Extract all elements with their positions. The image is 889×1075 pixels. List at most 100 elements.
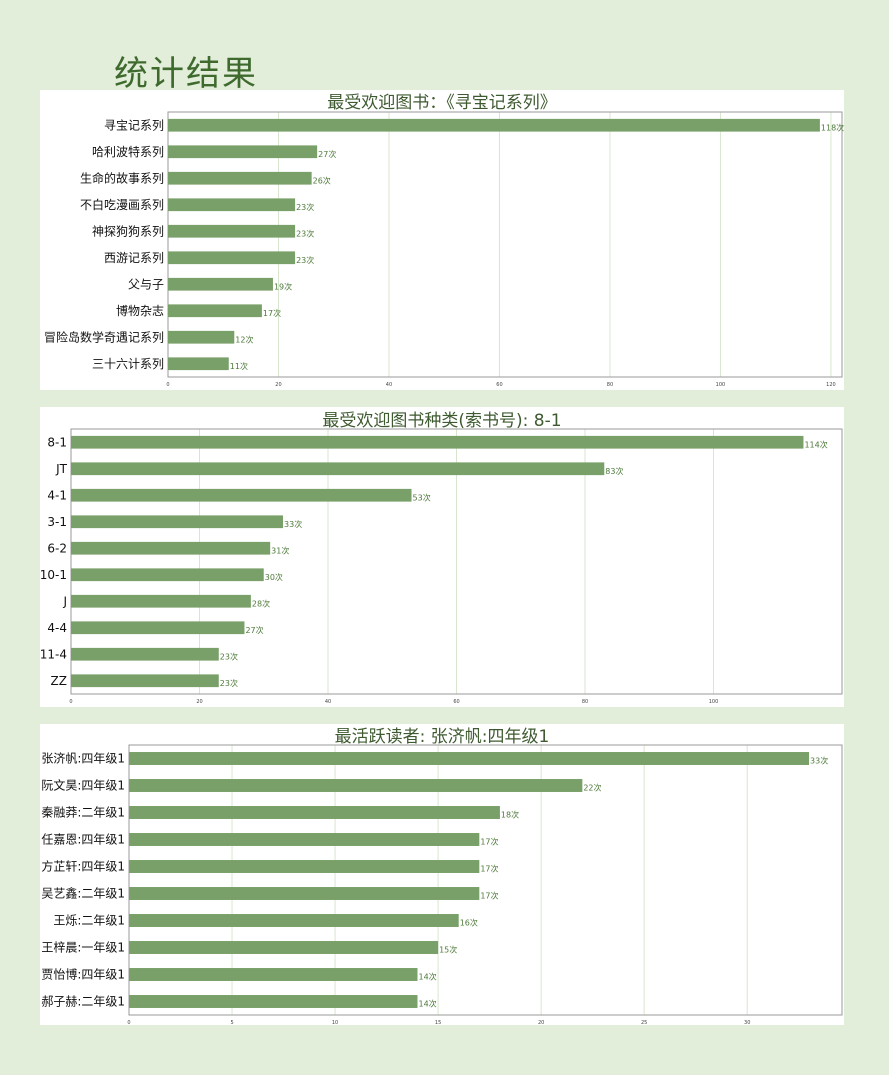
- value-label: 17次: [480, 837, 498, 847]
- value-label: 15次: [439, 945, 457, 955]
- category-label: 阮文昊:四年级1: [41, 778, 125, 793]
- chart-title: 最受欢迎图书：《寻宝记系列》: [327, 93, 557, 113]
- category-label: 哈利波特系列: [92, 144, 164, 159]
- value-label: 23次: [296, 202, 314, 212]
- bar: [129, 941, 439, 954]
- category-label: ZZ: [51, 674, 67, 688]
- x-tick-label: 100: [716, 382, 726, 388]
- category-label: 3-1: [47, 515, 67, 529]
- category-label: 博物杂志: [116, 303, 164, 318]
- category-label: J: [62, 594, 67, 608]
- x-tick-label: 100: [709, 699, 719, 705]
- x-tick-label: 25: [641, 1020, 647, 1025]
- category-label: JT: [55, 462, 68, 476]
- bar: [129, 752, 810, 765]
- value-label: 31次: [271, 545, 289, 555]
- x-tick-label: 20: [538, 1020, 544, 1025]
- value-label: 17次: [480, 891, 498, 901]
- x-tick-label: 20: [196, 699, 202, 705]
- chart-panel-popular-books: 最受欢迎图书：《寻宝记系列》 寻宝记系列 118次 哈利波特系列 27次 生命的故事系列 2…: [40, 90, 844, 390]
- value-label: 16次: [460, 918, 478, 928]
- bar: [71, 568, 264, 582]
- value-label: 30次: [265, 572, 283, 582]
- value-label: 19次: [274, 281, 292, 291]
- value-label: 23次: [296, 255, 314, 265]
- x-tick-label: 120: [826, 382, 836, 388]
- bar: [168, 198, 296, 212]
- category-label: 秦融莽:二年级1: [41, 806, 125, 820]
- category-label: 郝子赫:二年级1: [41, 995, 125, 1009]
- value-label: 17次: [263, 308, 281, 318]
- page-title: 统计结果: [114, 54, 258, 94]
- x-tick-label: 10: [332, 1020, 338, 1025]
- bar: [168, 277, 273, 291]
- category-label: 寻宝记系列: [104, 118, 164, 132]
- category-label: 冒险岛数学奇遇记系列: [44, 329, 164, 344]
- value-label: 11次: [230, 361, 248, 371]
- category-label: 贾怡博:四年级1: [41, 967, 125, 982]
- value-label: 12次: [235, 334, 253, 344]
- x-tick-label: 0: [69, 699, 72, 705]
- category-label: 不白吃漫画系列: [80, 197, 164, 212]
- category-label: 11-4: [40, 647, 67, 661]
- bar: [168, 304, 262, 318]
- category-label: 西游记系列: [104, 251, 164, 265]
- category-label: 4-4: [47, 621, 67, 635]
- x-tick-label: 80: [582, 699, 588, 705]
- category-label: 神探狗狗系列: [92, 224, 164, 238]
- category-label: 父与子: [128, 277, 164, 291]
- value-label: 23次: [296, 228, 314, 238]
- bar: [168, 357, 229, 371]
- x-tick-label: 30: [744, 1020, 750, 1025]
- bar: [71, 435, 804, 449]
- chart-popular-categories: 最受欢迎图书种类(索书号): 8-1 8-1 114次 JT 83次 4-1 53次 3-1 3…: [40, 411, 843, 705]
- x-tick-label: 60: [453, 699, 459, 705]
- value-label: 118次: [821, 122, 844, 132]
- bar: [129, 779, 583, 792]
- bar: [129, 914, 459, 927]
- bar: [71, 462, 605, 476]
- x-tick-label: 0: [166, 382, 169, 388]
- value-label: 53次: [413, 492, 431, 502]
- value-label: 23次: [220, 678, 238, 688]
- category-label: 三十六计系列: [92, 357, 164, 371]
- category-label: 6-2: [47, 541, 67, 555]
- category-label: 4-1: [47, 488, 67, 502]
- bar: [168, 171, 312, 185]
- plot-frame: [167, 111, 843, 378]
- plot-frame: [128, 744, 843, 1016]
- chart-panel-active-readers: 最活跃读者: 张济帆:四年级1 张济帆:四年级1 33次 阮文昊:四年级1 22次 秦融莽…: [40, 724, 844, 1025]
- value-label: 23次: [220, 651, 238, 661]
- x-tick-label: 20: [275, 382, 281, 388]
- x-tick-label: 0: [127, 1020, 130, 1025]
- value-label: 22次: [583, 783, 601, 793]
- value-label: 14次: [418, 972, 436, 982]
- category-label: 8-1: [47, 435, 67, 449]
- bar: [129, 887, 480, 900]
- bar: [71, 647, 219, 661]
- chart-title: 最受欢迎图书种类(索书号): 8-1: [322, 411, 561, 431]
- value-label: 114次: [804, 439, 827, 449]
- x-tick-label: 40: [325, 699, 331, 705]
- value-label: 26次: [313, 175, 331, 185]
- chart-title: 最活跃读者: 张济帆:四年级1: [335, 727, 550, 747]
- category-label: 吴艺鑫:二年级1: [41, 886, 125, 901]
- bar: [129, 968, 418, 981]
- plot-frame: [70, 428, 843, 695]
- bar: [71, 488, 412, 502]
- bar: [71, 594, 251, 608]
- value-label: 28次: [252, 598, 270, 608]
- chart-panel-popular-categories: 最受欢迎图书种类(索书号): 8-1 8-1 114次 JT 83次 4-1 53次 3-1 3…: [40, 407, 844, 707]
- value-label: 17次: [480, 864, 498, 874]
- category-label: 张济帆:四年级1: [41, 751, 125, 766]
- value-label: 27次: [245, 625, 263, 635]
- bar: [168, 251, 296, 265]
- bar: [129, 995, 418, 1008]
- bar: [168, 224, 296, 238]
- category-label: 任嘉恩:四年级1: [41, 833, 125, 847]
- category-label: 方芷轩:四年级1: [41, 859, 125, 874]
- bar: [129, 806, 500, 819]
- bar: [168, 145, 318, 159]
- value-label: 33次: [284, 519, 302, 529]
